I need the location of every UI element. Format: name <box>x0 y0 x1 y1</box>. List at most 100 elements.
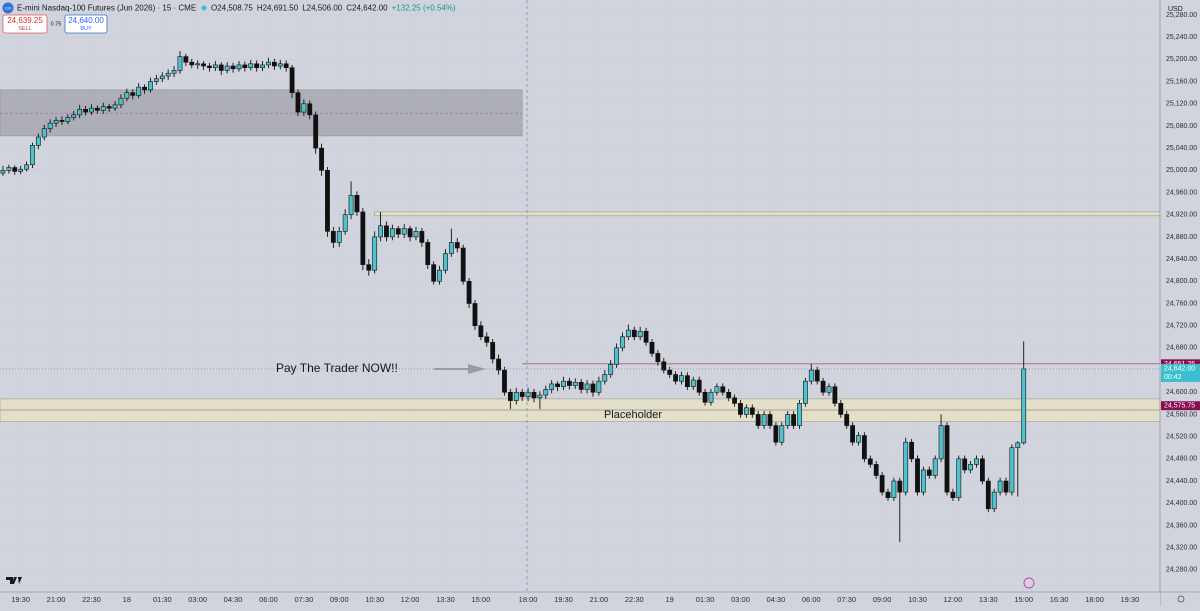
candle-body <box>295 92 301 113</box>
currency[interactable]: USD <box>1168 6 1183 13</box>
y-tick-label: 25,000.00 <box>1166 167 1197 174</box>
candle-body <box>35 136 41 146</box>
candle-body <box>437 269 442 282</box>
x-tick-label: 03:00 <box>188 595 207 604</box>
candle-body <box>980 458 985 482</box>
candle-body <box>77 109 83 116</box>
candle-body <box>513 391 519 401</box>
x-tick-label: 15:00 <box>471 595 490 604</box>
candle-body <box>496 358 501 371</box>
candle-body <box>903 441 909 493</box>
candle-body <box>242 64 248 68</box>
candle-body <box>525 391 531 398</box>
y-tick-label: 24,920.00 <box>1166 212 1197 219</box>
settings-icon[interactable] <box>1177 595 1185 603</box>
candle-body <box>89 107 94 113</box>
candle-body <box>578 381 584 390</box>
candle-body <box>307 103 313 116</box>
buy-price: 24,640.00 <box>68 16 104 25</box>
y-tick-label: 25,280.00 <box>1166 12 1197 19</box>
candle-body <box>360 211 366 265</box>
buy-label: BUY <box>80 26 92 32</box>
candle-body <box>974 458 979 465</box>
candle-body <box>24 164 29 170</box>
candle-body <box>779 425 785 443</box>
candle-body <box>802 380 808 404</box>
candle-body <box>696 379 702 393</box>
status-dot <box>201 5 207 11</box>
candle-body <box>472 303 478 326</box>
candle-body <box>348 194 354 216</box>
candle-body <box>124 92 130 99</box>
x-tick-label: 01:30 <box>153 595 172 604</box>
candle-body <box>366 264 372 271</box>
y-tick-label: 24,440.00 <box>1166 478 1197 485</box>
candle-body <box>543 389 549 396</box>
candle-body <box>171 70 177 74</box>
candle-body <box>985 480 991 510</box>
candle-body <box>649 342 655 354</box>
sell-button[interactable] <box>2 14 48 34</box>
price-axis <box>1160 0 1200 606</box>
countdown: 00:42 <box>1164 374 1182 381</box>
annotation: Pay The Trader NOW!! <box>276 361 398 375</box>
price-label-box <box>1161 363 1200 382</box>
x-tick-label: 01:30 <box>696 595 715 604</box>
candle-body <box>814 369 820 382</box>
candle-body <box>83 109 88 113</box>
candle-body <box>767 414 773 426</box>
candle-body <box>183 56 189 63</box>
candle-body <box>118 97 124 106</box>
y-tick-label: 24,480.00 <box>1166 456 1197 463</box>
candle-body <box>165 72 171 77</box>
candle-body <box>826 386 832 393</box>
sell-label: SELL <box>18 26 31 32</box>
x-tick-label: 19:30 <box>11 595 30 604</box>
candle-body <box>702 391 708 403</box>
candle-body <box>614 347 619 365</box>
candle-body <box>448 242 454 254</box>
candle-body <box>395 228 401 235</box>
candle-body <box>460 247 466 282</box>
candle-body <box>944 425 950 493</box>
candle-body <box>531 391 537 399</box>
candle-body <box>230 65 236 70</box>
candle-body <box>431 264 437 282</box>
x-tick-label: 04:30 <box>224 595 243 604</box>
candle-body <box>283 63 289 68</box>
candle-body <box>136 86 142 96</box>
price-label-box <box>1161 359 1200 369</box>
candle-body <box>502 369 507 393</box>
x-tick-label: 06:00 <box>802 595 821 604</box>
candle-body <box>808 369 814 382</box>
chart-title: E-mini Nasdaq-100 Futures (Jun 2026) · 1… <box>17 4 196 13</box>
candle-body <box>655 353 661 363</box>
x-tick-label: 12:00 <box>401 595 420 604</box>
y-tick-label: 25,080.00 <box>1166 123 1197 130</box>
x-tick-label: 18:00 <box>519 595 538 604</box>
y-tick-label: 24,600.00 <box>1166 389 1197 396</box>
candle-body <box>65 117 71 122</box>
candle-body <box>661 361 667 371</box>
y-tick-label: 24,680.00 <box>1166 345 1197 352</box>
alert-icon[interactable] <box>1023 577 1035 589</box>
x-tick-label: 09:00 <box>330 595 349 604</box>
candle-body <box>726 391 732 399</box>
candle-body <box>590 383 596 393</box>
candle-body <box>761 414 767 426</box>
y-tick-label: 25,240.00 <box>1166 34 1197 41</box>
candle-body <box>47 122 53 130</box>
candle-body <box>12 167 18 172</box>
candle-body <box>372 236 378 271</box>
candle-body <box>407 228 413 238</box>
ohlc-value: H24,691.50 <box>257 4 299 13</box>
y-tick-label: 24,760.00 <box>1166 300 1197 307</box>
y-tick-label: 24,320.00 <box>1166 544 1197 551</box>
candle-body <box>336 231 342 243</box>
candle-body <box>1009 447 1015 493</box>
logo-text: 100 <box>5 6 12 11</box>
price-label: 24,642.00 <box>1164 365 1195 372</box>
candle-body <box>791 414 796 426</box>
candle-body <box>926 469 932 476</box>
buy-button[interactable] <box>64 14 108 34</box>
